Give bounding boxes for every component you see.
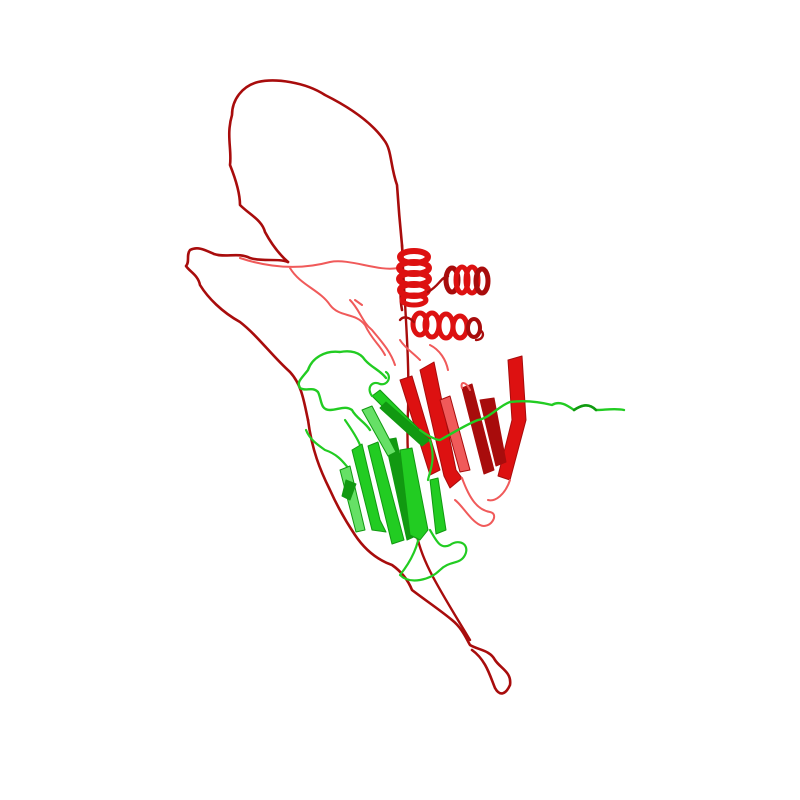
- chain-a-beta-strand-6: [439, 395, 471, 473]
- chain-b-upper-strand-3: [361, 405, 397, 457]
- chain-b-beta-strand-7: [341, 479, 357, 501]
- chain-a-top-loop: [227, 79, 404, 312]
- chain-a-back-loop-2: [349, 299, 396, 366]
- chain-b-upper-strands: [361, 389, 431, 457]
- chain-b-bottom-loop: [398, 528, 468, 582]
- chain-b-beta-strand-1: [351, 443, 387, 533]
- chain-b-green: [297, 350, 626, 582]
- chain-b-beta-strand-2: [367, 441, 405, 545]
- chain-a-helix-2: [443, 264, 491, 296]
- chain-a-helix-1: [396, 248, 432, 308]
- chain-a-helix-3: [410, 310, 482, 341]
- chain-a-red: [184, 79, 527, 695]
- chain-b-beta-strand-4: [399, 447, 429, 541]
- chain-a-helix-link: [398, 274, 485, 342]
- chain-a-sheet-loops: [399, 339, 511, 527]
- chain-b-beta-sheet: [339, 437, 447, 545]
- chain-b-beta-strand-6: [429, 477, 447, 535]
- chain-b-upper-loops: [368, 370, 442, 482]
- chain-a-back-loop: [239, 257, 399, 356]
- chain-b-top-loop: [297, 350, 388, 432]
- chain-b-tail-dark-segment: [572, 404, 598, 412]
- chain-a-left-loop: [184, 247, 310, 422]
- chain-a-descending-strand: [306, 418, 512, 695]
- chain-a-beta-sheet: [399, 355, 527, 489]
- chain-a-beta-strand-5: [479, 397, 507, 467]
- chain-b-left-loop: [304, 418, 362, 472]
- chain-a-beta-strand-3: [461, 383, 495, 475]
